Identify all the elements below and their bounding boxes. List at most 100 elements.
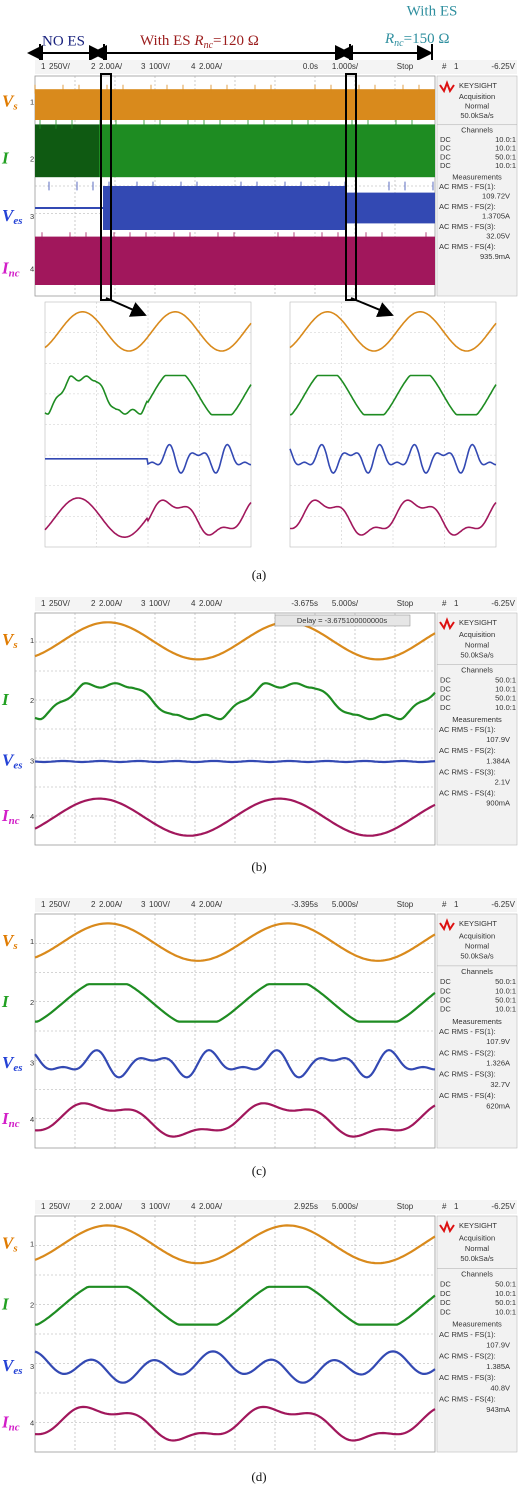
side-title: Channels bbox=[461, 1269, 493, 1278]
signal-label: Ves bbox=[2, 206, 23, 227]
signal-label: Ves bbox=[2, 1356, 23, 1377]
coupling: DC bbox=[440, 676, 451, 685]
measurement-value: 1.3705A bbox=[482, 212, 510, 221]
trigger-mark: # bbox=[442, 62, 447, 71]
signal-label: I bbox=[1, 690, 10, 709]
time-scale: 5.000s/ bbox=[332, 1202, 359, 1211]
sample-rate: 50.0kSa/s bbox=[460, 952, 494, 961]
measurement-value: 107.9V bbox=[486, 1037, 510, 1046]
caption: (a) bbox=[252, 567, 266, 582]
channel-marker: 2 bbox=[30, 998, 34, 1007]
suffix: =150 Ω bbox=[404, 31, 450, 47]
side-title: Channels bbox=[461, 967, 493, 976]
channel-marker: 2 bbox=[30, 155, 34, 164]
prefix: With ES bbox=[140, 33, 194, 49]
probe: 10.0:1 bbox=[495, 161, 516, 170]
channel-marker: 1 bbox=[30, 1239, 34, 1248]
channel-number: 4 bbox=[191, 900, 196, 909]
probe: 50.0:1 bbox=[495, 694, 516, 703]
probe: 10.0:1 bbox=[495, 1005, 516, 1014]
caption: (d) bbox=[251, 1469, 266, 1484]
channel-number: 3 bbox=[141, 1202, 146, 1211]
caption: (c) bbox=[252, 1163, 266, 1178]
probe: 50.0:1 bbox=[495, 1298, 516, 1307]
label-with-es-150: With ES bbox=[407, 3, 458, 19]
subscript: es bbox=[13, 759, 22, 771]
trigger-level: -6.25V bbox=[491, 900, 515, 909]
channel-marker: 4 bbox=[30, 265, 34, 274]
channel-marker: 3 bbox=[30, 756, 34, 765]
probe: 50.0:1 bbox=[495, 977, 516, 986]
signal-label: Vs bbox=[2, 1233, 18, 1254]
status: Stop bbox=[397, 1202, 414, 1211]
channel-number: 3 bbox=[141, 62, 146, 71]
measurement-label: AC RMS - FS(1): bbox=[439, 1027, 496, 1036]
channel-marker: 1 bbox=[30, 636, 34, 645]
measurement-label: AC RMS - FS(3): bbox=[439, 1070, 496, 1079]
side-title: Acquisition bbox=[459, 630, 495, 639]
channel-number: 4 bbox=[191, 599, 196, 608]
channel-scale: 2.00A/ bbox=[199, 1202, 223, 1211]
subscript: nc bbox=[9, 815, 20, 827]
subscript: s bbox=[12, 638, 17, 650]
symbol: I bbox=[1, 1295, 10, 1314]
channel-marker: 4 bbox=[30, 812, 34, 821]
acq-mode: Normal bbox=[465, 640, 490, 649]
logo-text: KEYSIGHT bbox=[459, 919, 497, 928]
logo-text: KEYSIGHT bbox=[459, 618, 497, 627]
coupling: DC bbox=[440, 977, 451, 986]
measurement-label: AC RMS - FS(1): bbox=[439, 1330, 496, 1339]
channel-marker: 4 bbox=[30, 1419, 34, 1428]
probe: 50.0:1 bbox=[495, 676, 516, 685]
channel-marker: 3 bbox=[30, 212, 34, 221]
measurement-label: AC RMS - FS(4): bbox=[439, 1091, 496, 1100]
trace bbox=[35, 761, 435, 762]
trigger-channel: 1 bbox=[454, 62, 459, 71]
label-with-es-120: With ES Rnc=120 Ω bbox=[140, 33, 259, 51]
trigger-channel: 1 bbox=[454, 599, 459, 608]
trace-band bbox=[347, 193, 435, 224]
signal-label: I bbox=[1, 1295, 10, 1314]
time-scale: 1.000s/ bbox=[332, 62, 359, 71]
acq-mode: Normal bbox=[465, 942, 490, 951]
side-title: Measurements bbox=[452, 172, 502, 181]
measurement-value: 620mA bbox=[486, 1101, 510, 1110]
measurement-value: 935.9mA bbox=[480, 252, 510, 261]
channel-marker: 2 bbox=[30, 696, 34, 705]
logo-text: KEYSIGHT bbox=[459, 1221, 497, 1230]
channel-scale: 100V/ bbox=[149, 599, 171, 608]
time-scale: 5.000s/ bbox=[332, 900, 359, 909]
sample-rate: 50.0kSa/s bbox=[460, 1254, 494, 1263]
measurement-label: AC RMS - FS(2): bbox=[439, 1352, 496, 1361]
symbol: I bbox=[1, 690, 10, 709]
channel-marker: 3 bbox=[30, 1059, 34, 1068]
coupling: DC bbox=[440, 694, 451, 703]
channel-scale: 250V/ bbox=[49, 1202, 71, 1211]
signal-label: Inc bbox=[1, 806, 20, 827]
coupling: DC bbox=[440, 1307, 451, 1316]
signal-label: Inc bbox=[1, 259, 20, 280]
channel-number: 1 bbox=[41, 599, 46, 608]
channel-marker: 4 bbox=[30, 1115, 34, 1124]
sample-rate: 50.0kSa/s bbox=[460, 650, 494, 659]
trigger-level: -6.25V bbox=[491, 1202, 515, 1211]
coupling: DC bbox=[440, 703, 451, 712]
probe: 50.0:1 bbox=[495, 995, 516, 1004]
probe: 10.0:1 bbox=[495, 703, 516, 712]
measurement-label: AC RMS - FS(3): bbox=[439, 767, 496, 776]
subscript: nc bbox=[9, 1421, 20, 1433]
channel-number: 1 bbox=[41, 900, 46, 909]
side-title: Channels bbox=[461, 665, 493, 674]
coupling: DC bbox=[440, 1280, 451, 1289]
trigger-channel: 1 bbox=[454, 900, 459, 909]
trace-band bbox=[35, 237, 435, 285]
channel-scale: 250V/ bbox=[49, 62, 71, 71]
side-title: Measurements bbox=[452, 715, 502, 724]
channel-scale: 2.00A/ bbox=[99, 900, 123, 909]
channel-scale: 100V/ bbox=[149, 1202, 171, 1211]
measurement-label: AC RMS - FS(4): bbox=[439, 1395, 496, 1404]
measurement-value: 2.1V bbox=[495, 777, 510, 786]
measurement-value: 943mA bbox=[486, 1405, 510, 1414]
channel-number: 2 bbox=[91, 599, 96, 608]
subscript: nc bbox=[9, 267, 20, 279]
